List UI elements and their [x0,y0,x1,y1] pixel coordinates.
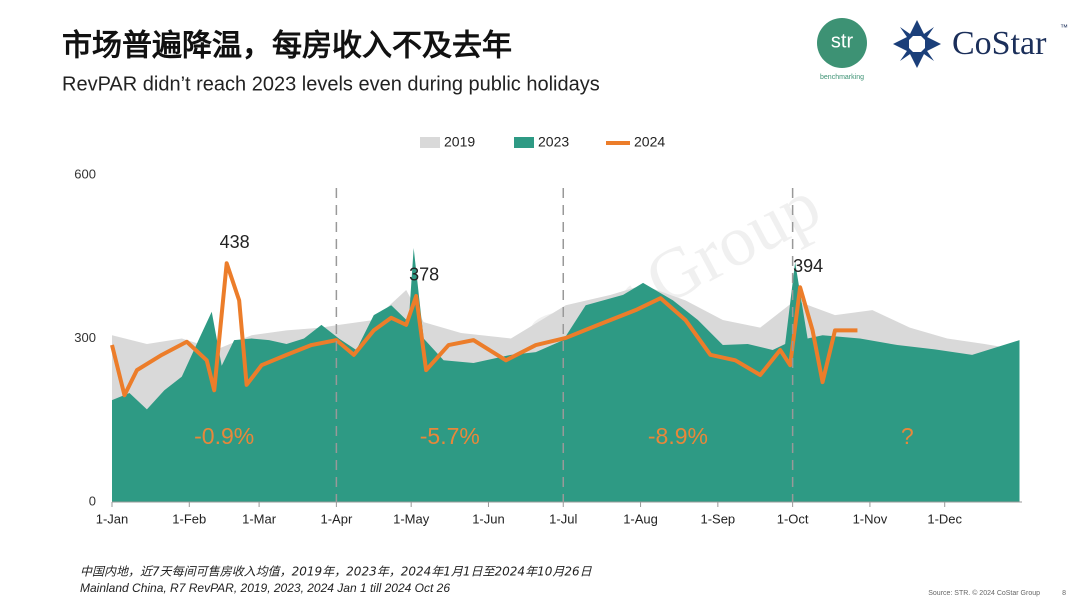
y-tick-label: 600 [74,166,96,181]
title: 市场普遍降温，每房收入不及去年 [62,29,512,64]
y-tick-label: 300 [74,330,96,345]
line-2024 [110,261,858,398]
legend-label: 2019 [444,134,475,150]
costar-logo: CoStar [952,25,1047,62]
x-tick-label: 1-Mar [242,511,277,526]
x-tick-label: 1-Nov [853,511,888,526]
x-tick-label: 1-Sep [700,511,735,526]
legend-label: 2024 [634,134,665,150]
str-logo [817,18,867,68]
footnote-cn: 中国内地，近7天每间可售房收入均值，2019年，2023年，2024年1月1日至… [80,565,593,579]
x-tick-label: 1-Jul [549,511,577,526]
quarter-change: ? [901,423,914,449]
x-tick-label: 1-Aug [623,511,658,526]
costar-star [893,20,941,68]
footnote-en: Mainland China, R7 RevPAR, 2019, 2023, 2… [80,581,450,595]
x-tick-label: 1-May [393,511,430,526]
x-tick-label: 1-Feb [172,511,206,526]
legend-label: 2023 [538,134,569,150]
str-logo-text: str [831,30,854,52]
value-label: 438 [220,232,250,252]
value-label: 394 [793,256,823,276]
y-tick-label: 0 [89,493,96,508]
quarter-change: -5.7% [420,423,480,449]
trademark: ™ [1060,23,1068,32]
x-tick-label: 1-Apr [320,511,352,526]
legend-swatch [420,137,440,148]
str-tagline: benchmarking [820,74,864,81]
quarter-change: -0.9% [194,423,254,449]
x-tick-label: 1-Jun [472,511,505,526]
page-number: 8 [1062,590,1066,597]
legend-swatch [514,137,534,148]
x-tick-label: 1-Jan [96,511,129,526]
value-label: 378 [409,265,439,285]
subtitle: RevPAR didn’t reach 2023 levels even dur… [62,73,600,95]
x-tick-label: 1-Oct [777,511,809,526]
quarter-change: -8.9% [648,423,708,449]
x-tick-label: 1-Dec [927,511,962,526]
source: Source: STR. © 2024 CoStar Group [928,589,1040,597]
